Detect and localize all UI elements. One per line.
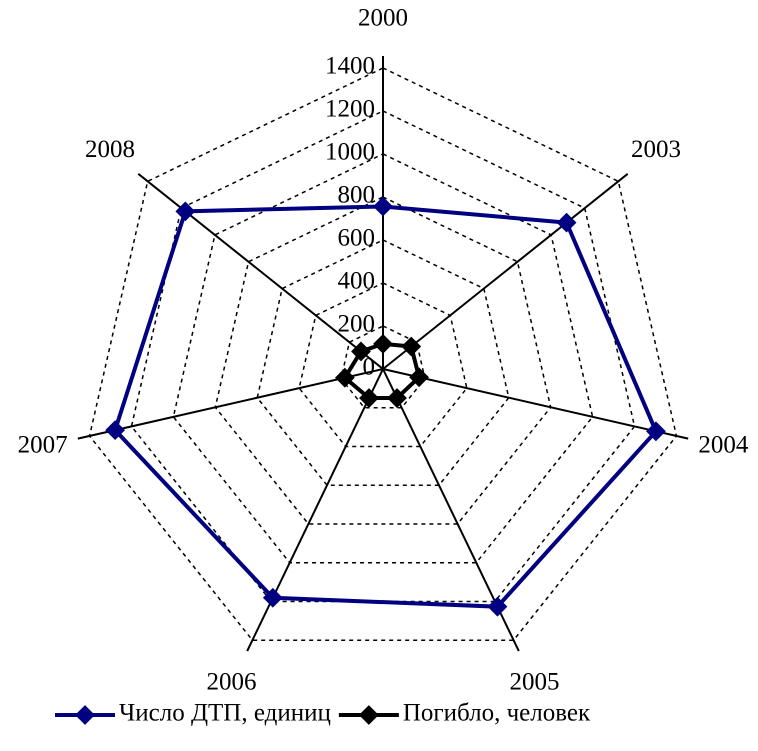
data-point [487,596,508,617]
legend-marker [358,705,379,725]
tick-label: 1200 [325,96,375,123]
data-point [373,333,393,354]
grid-line [214,196,552,525]
data-point [334,367,355,388]
legend-label: Число ДТП, единиц [119,700,331,727]
tick-label: 400 [338,268,376,295]
legend-marker [75,705,95,725]
data-point [359,388,379,408]
grid-line [88,67,678,641]
category-label: 2005 [509,668,559,695]
tick-label: 200 [338,311,376,338]
grid-line [298,282,468,448]
series-line [112,204,659,609]
axis-line [246,368,384,652]
data-point [105,420,126,441]
tick-label: 600 [338,225,376,252]
category-label: 2007 [18,431,68,458]
category-label: 2006 [207,668,257,695]
data-point [387,388,407,408]
data-point [409,367,429,388]
tick-label: 0 [363,354,376,381]
data-point [175,201,196,222]
grid-line [172,153,594,564]
category-label: 2000 [358,5,408,32]
axis-line [137,173,384,370]
tick-label: 800 [338,182,376,209]
data-point [646,421,666,442]
axis-line [382,368,689,440]
data-point [556,212,577,233]
data-point [373,196,393,217]
category-label: 2004 [698,431,749,458]
data-point [351,341,371,362]
tick-label: 1400 [325,53,375,80]
legend-label: Погибло, человек [403,700,591,727]
tick-label: 1000 [325,139,375,166]
category-label: 2008 [85,136,135,163]
category-label: 2003 [631,136,681,163]
axis-line [77,368,384,440]
data-point [401,336,422,357]
grid-line [256,239,510,486]
axis-line [382,173,629,370]
data-point [262,587,283,608]
